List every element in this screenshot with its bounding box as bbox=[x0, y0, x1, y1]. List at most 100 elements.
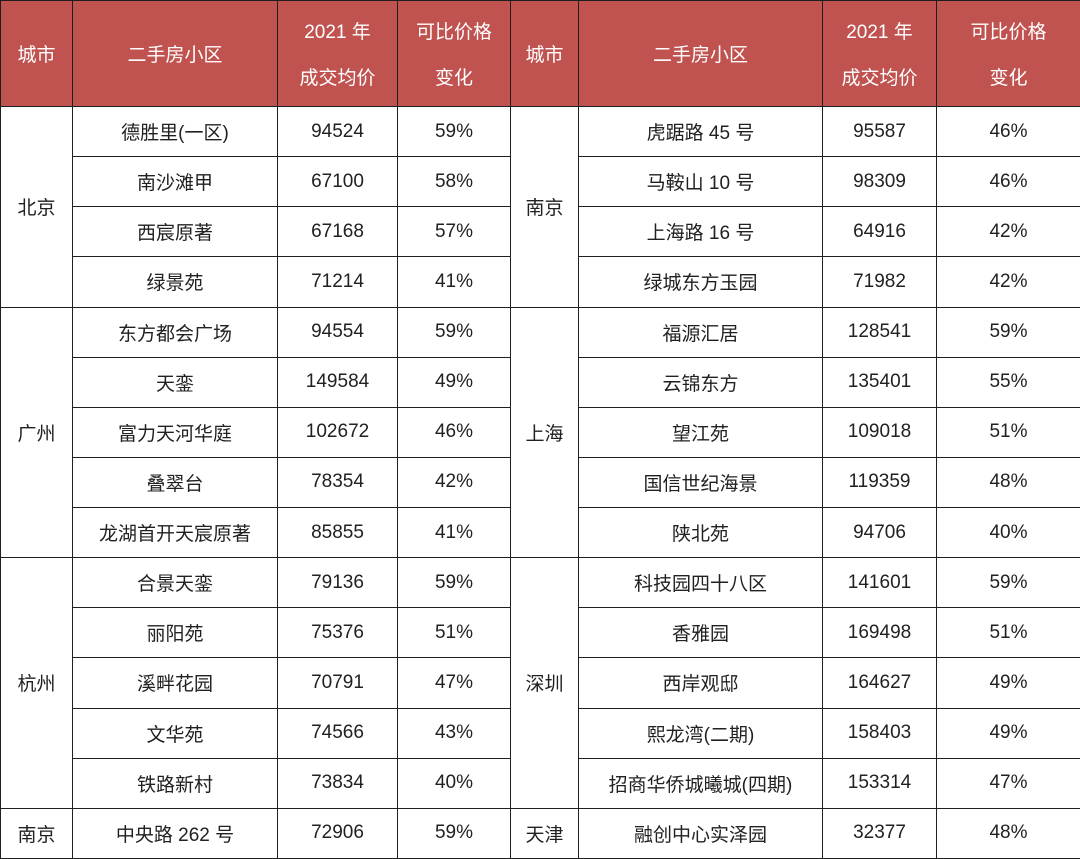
table-row: 富力天河华庭 102672 46% 望江苑 109018 51% bbox=[1, 406, 1080, 458]
header-community-right: 二手房小区 bbox=[578, 0, 823, 107]
community-cell: 西宸原著 bbox=[72, 206, 278, 258]
header-price-line1: 2021 年 bbox=[846, 22, 913, 43]
header-change-stack: 可比价格 变化 bbox=[399, 17, 510, 90]
price-cell: 98309 bbox=[822, 156, 937, 208]
table-row: 杭州 合景天銮 79136 59% 深圳 科技园四十八区 141601 59% bbox=[0, 557, 1080, 809]
change-cell: 46% bbox=[936, 156, 1080, 208]
city-cell: 深圳 bbox=[510, 557, 579, 809]
table-row: 南京 中央路 262 号 72906 59% 天津 融创中心实泽园 32377 48% bbox=[0, 807, 1080, 859]
price-cell: 128541 bbox=[822, 306, 937, 358]
community-cell: 熙龙湾(二期) bbox=[578, 707, 823, 759]
change-cell: 40% bbox=[936, 506, 1080, 559]
community-cell: 香雅园 bbox=[578, 607, 823, 659]
change-cell: 59% bbox=[936, 557, 1080, 609]
change-cell: 41% bbox=[397, 506, 511, 559]
price-cell: 71214 bbox=[277, 256, 398, 308]
header-community-left: 二手房小区 bbox=[72, 0, 278, 107]
community-cell: 富力天河华庭 bbox=[72, 406, 278, 458]
city-cell: 广州 bbox=[0, 306, 73, 559]
price-cell: 149584 bbox=[277, 356, 398, 408]
change-cell: 59% bbox=[397, 807, 511, 859]
community-cell: 虎踞路 45 号 bbox=[578, 105, 823, 158]
change-cell: 59% bbox=[936, 306, 1080, 358]
price-cell: 153314 bbox=[822, 757, 937, 809]
price-cell: 119359 bbox=[822, 456, 937, 509]
header-change-line2: 变化 bbox=[434, 68, 473, 89]
change-cell: 59% bbox=[397, 105, 511, 158]
community-cell: 叠翠台 bbox=[72, 456, 278, 509]
header-change-left: 可比价格 变化 bbox=[397, 0, 511, 107]
table-row: 丽阳苑 75376 51% 香雅园 169498 51% bbox=[1, 607, 1080, 659]
change-cell: 42% bbox=[936, 256, 1080, 308]
community-cell: 望江苑 bbox=[578, 406, 823, 458]
change-cell: 49% bbox=[936, 707, 1080, 759]
price-cell: 67168 bbox=[277, 206, 398, 258]
city-cell: 南京 bbox=[510, 106, 579, 308]
change-cell: 46% bbox=[397, 406, 511, 458]
price-cell: 141601 bbox=[822, 557, 937, 609]
city-cell: 上海 bbox=[510, 306, 579, 559]
change-cell: 51% bbox=[936, 406, 1080, 458]
table-row: 南沙滩甲 67100 58% 马鞍山 10 号 98309 46% bbox=[1, 156, 1080, 208]
city-cell: 天津 bbox=[510, 807, 579, 859]
header-change-stack: 可比价格 变化 bbox=[938, 17, 1080, 90]
community-cell: 中央路 262 号 bbox=[72, 807, 278, 859]
change-cell: 41% bbox=[397, 256, 511, 308]
price-cell: 70791 bbox=[277, 657, 398, 709]
price-cell: 32377 bbox=[822, 807, 937, 859]
table-body: 北京 德胜里(一区) 94524 59% 南京 虎踞路 45 号 95587 46% 南沙滩甲 6… bbox=[0, 105, 1080, 859]
change-cell: 59% bbox=[397, 557, 511, 609]
community-cell: 德胜里(一区) bbox=[72, 105, 278, 158]
change-cell: 58% bbox=[397, 156, 511, 208]
community-cell: 陕北苑 bbox=[578, 506, 823, 559]
price-cell: 74566 bbox=[277, 707, 398, 759]
community-cell: 南沙滩甲 bbox=[72, 156, 278, 208]
table-row: 绿景苑 71214 41% 绿城东方玉园 71982 42% bbox=[1, 256, 1080, 308]
change-cell: 47% bbox=[397, 657, 511, 709]
price-cell: 169498 bbox=[822, 607, 937, 659]
table-row: 文华苑 74566 43% 熙龙湾(二期) 158403 49% bbox=[1, 707, 1080, 759]
price-cell: 135401 bbox=[822, 356, 937, 408]
header-city-right: 城市 bbox=[510, 0, 579, 107]
header-change-line2: 变化 bbox=[989, 68, 1028, 89]
community-cell: 国信世纪海景 bbox=[578, 456, 823, 509]
price-cell: 85855 bbox=[277, 506, 398, 559]
community-cell: 丽阳苑 bbox=[72, 607, 278, 659]
community-cell: 西岸观邸 bbox=[578, 657, 823, 709]
change-cell: 42% bbox=[397, 456, 511, 509]
community-cell: 合景天銮 bbox=[72, 557, 278, 609]
community-cell: 马鞍山 10 号 bbox=[578, 156, 823, 208]
price-cell: 109018 bbox=[822, 406, 937, 458]
header-price-line2: 成交均价 bbox=[299, 68, 376, 89]
change-cell: 42% bbox=[936, 206, 1080, 258]
change-cell: 55% bbox=[936, 356, 1080, 408]
header-price-line2: 成交均价 bbox=[841, 68, 918, 89]
community-cell: 天銮 bbox=[72, 356, 278, 408]
table-row: 叠翠台 78354 42% 国信世纪海景 119359 48% bbox=[1, 456, 1080, 509]
change-cell: 46% bbox=[936, 105, 1080, 158]
community-cell: 云锦东方 bbox=[578, 356, 823, 408]
price-cell: 95587 bbox=[822, 105, 937, 158]
price-cell: 78354 bbox=[277, 456, 398, 509]
community-cell: 福源汇居 bbox=[578, 306, 823, 358]
change-cell: 51% bbox=[397, 607, 511, 659]
community-cell: 铁路新村 bbox=[72, 757, 278, 809]
header-price-line1: 2021 年 bbox=[304, 22, 371, 43]
change-cell: 51% bbox=[936, 607, 1080, 659]
price-cell: 94524 bbox=[277, 105, 398, 158]
change-cell: 49% bbox=[936, 657, 1080, 709]
price-cell: 67100 bbox=[277, 156, 398, 208]
header-price-right: 2021 年 成交均价 bbox=[822, 0, 937, 107]
change-cell: 43% bbox=[397, 707, 511, 759]
community-cell: 溪畔花园 bbox=[72, 657, 278, 709]
table-row: 天銮 149584 49% 云锦东方 135401 55% bbox=[1, 356, 1080, 408]
price-cell: 158403 bbox=[822, 707, 937, 759]
price-cell: 94554 bbox=[277, 306, 398, 358]
price-cell: 79136 bbox=[277, 557, 398, 609]
table-row: 北京 德胜里(一区) 94524 59% 南京 虎踞路 45 号 95587 46% bbox=[0, 105, 1080, 308]
price-cell: 71982 bbox=[822, 256, 937, 308]
community-cell: 科技园四十八区 bbox=[578, 557, 823, 609]
header-city-left: 城市 bbox=[0, 0, 73, 107]
change-cell: 47% bbox=[936, 757, 1080, 809]
